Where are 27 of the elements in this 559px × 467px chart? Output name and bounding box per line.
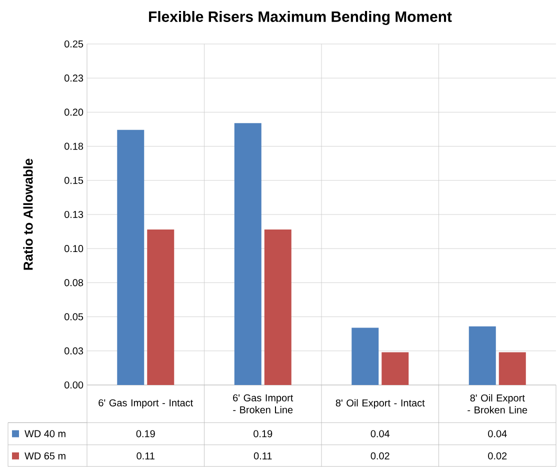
y-tick-label: 0.15 (64, 176, 84, 184)
data-label: 0.04 (488, 430, 507, 438)
legend-label: WD 40 m (24, 430, 66, 438)
y-tick-label: 0.00 (64, 381, 84, 389)
x-tick-label: 8' Oil Export - Broken Line (468, 394, 528, 414)
chart-title: Flexible Risers Maximum Bending Moment (149, 10, 452, 25)
legend-label: WD 65 m (24, 452, 66, 460)
y-tick-label: 0.13 (64, 210, 84, 218)
data-label: 0.19 (136, 430, 155, 438)
y-tick-label: 0.25 (64, 40, 84, 48)
y-tick-label: 0.05 (64, 313, 84, 320)
y-tick-label: 0.18 (64, 142, 84, 150)
data-label: 0.19 (254, 430, 272, 438)
y-tick-label: 0.08 (64, 279, 84, 286)
y-tick-label: 0.03 (64, 347, 84, 354)
x-tick-label: 8' Oil Export - Intact (336, 399, 425, 408)
y-tick-label: 0.23 (64, 74, 84, 82)
data-label: 0.04 (370, 430, 390, 438)
y-tick-label: 0.10 (64, 245, 84, 252)
x-tick-label: 6' Gas Import - Intact (98, 399, 194, 408)
data-label: 0.02 (370, 452, 390, 460)
y-tick-label: 0.20 (64, 108, 84, 116)
y-axis-title: Ratio to Allowable (23, 158, 33, 270)
data-label: 0.11 (254, 452, 272, 460)
data-label: 0.02 (488, 452, 507, 460)
x-tick-label: 6' Gas Import - Broken Line (233, 394, 294, 414)
data-label: 0.11 (136, 452, 154, 460)
